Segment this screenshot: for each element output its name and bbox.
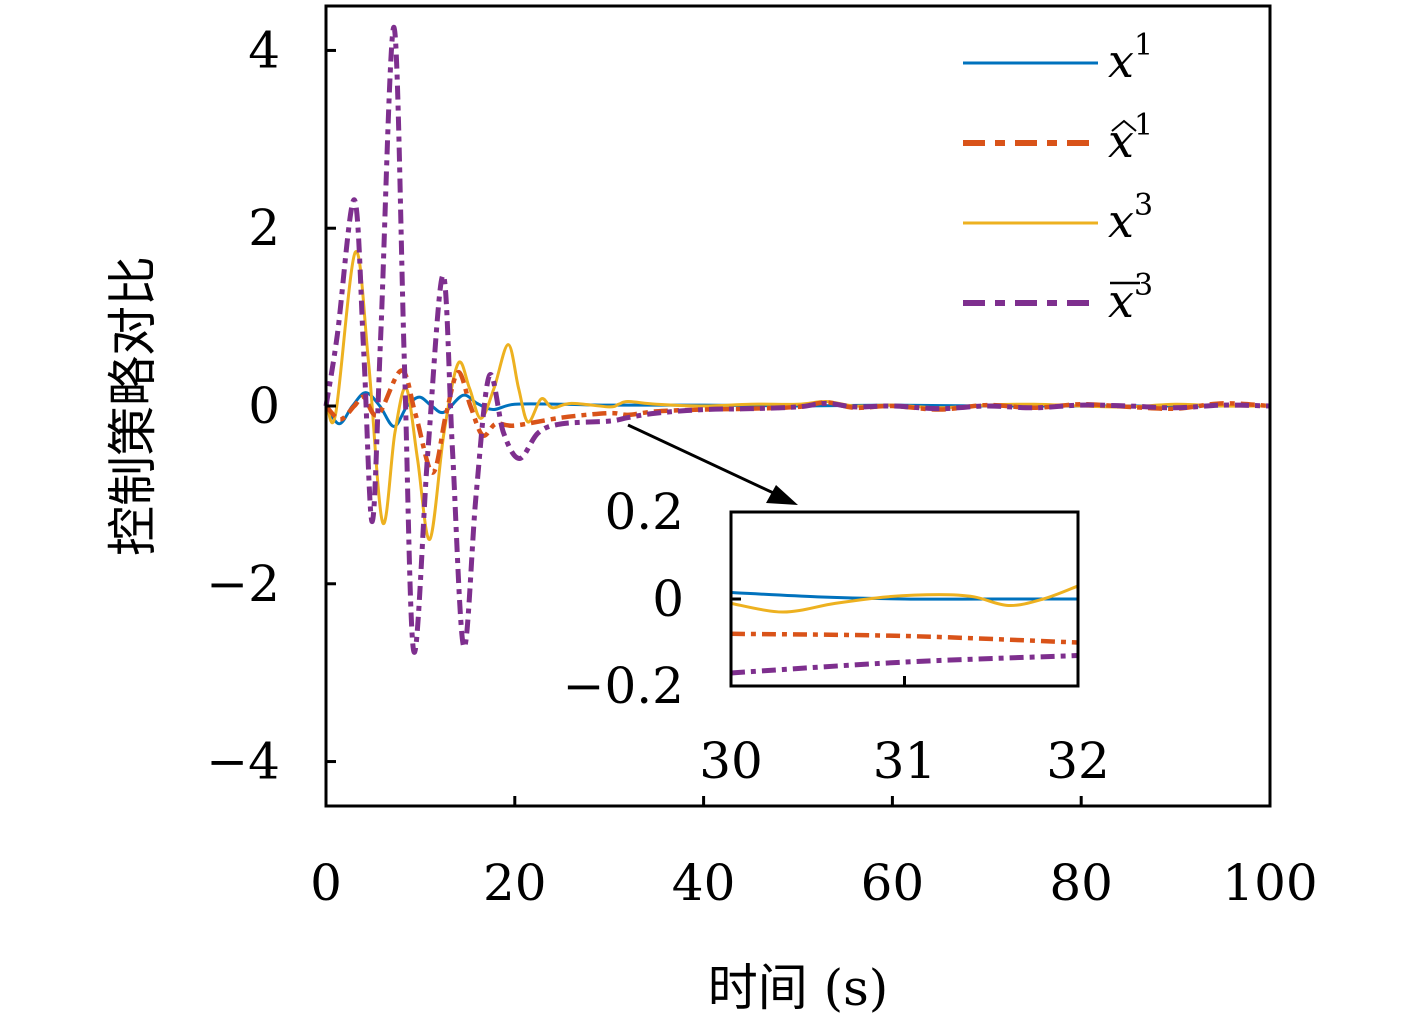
y-tick-label: 0 <box>652 570 684 628</box>
legend-entry-2: x3 <box>963 188 1153 248</box>
legend-label: x3 <box>1108 268 1153 328</box>
legend-superscript: 3 <box>1134 188 1153 223</box>
x-tick-label: 100 <box>1222 854 1317 912</box>
x-tick-label: 40 <box>672 854 736 912</box>
y-tick-label: −2 <box>206 555 280 613</box>
x-axis-label: 时间 (s) <box>708 959 889 1017</box>
legend-label: x1 <box>1108 108 1153 168</box>
series-line-3 <box>323 24 1271 655</box>
inset-plot-series <box>730 584 1079 676</box>
x-tick-label: 30 <box>699 732 763 790</box>
main-axis-ticks: 0 20 40 60 80 100 −4 −2 0 2 4 <box>206 21 1317 912</box>
y-tick-label: 4 <box>248 21 280 79</box>
series-line-0 <box>730 590 1078 601</box>
legend-entry-1: x1 <box>963 108 1153 168</box>
y-tick-label: −0.2 <box>563 657 684 715</box>
y-axis-label: 控制策略对比 <box>104 256 162 556</box>
y-tick-label: 2 <box>248 199 280 257</box>
legend-label: x3 <box>1108 188 1153 248</box>
x-tick-label: 20 <box>483 854 547 912</box>
legend-superscript: 3 <box>1134 268 1153 303</box>
legend-entry-3: x3 <box>963 268 1153 328</box>
legend-label: x1 <box>1108 28 1153 88</box>
series-line-3 <box>730 653 1079 676</box>
inset-axis-ticks: 30 31 32 −0.2 0 0.2 <box>563 483 1110 790</box>
y-tick-label: −4 <box>206 733 280 791</box>
x-tick-label: 31 <box>873 732 937 790</box>
series-line-2 <box>730 584 1079 614</box>
legend: x1 x1 x3 x3 <box>963 28 1153 328</box>
x-tick-label: 80 <box>1049 854 1113 912</box>
legend-superscript: 1 <box>1134 108 1153 143</box>
legend-superscript: 1 <box>1134 28 1153 63</box>
legend-entry-0: x1 <box>963 28 1153 88</box>
series-line-0 <box>324 391 1270 428</box>
y-tick-label: 0.2 <box>604 483 684 541</box>
arrow-head-icon <box>766 485 798 505</box>
x-tick-label: 60 <box>861 854 925 912</box>
main-plot-series <box>323 24 1271 655</box>
y-tick-label: 0 <box>248 377 280 435</box>
series-line-1 <box>730 631 1079 645</box>
hat-accent-icon <box>1111 119 1137 132</box>
x-tick-label: 32 <box>1046 732 1110 790</box>
x-tick-label: 0 <box>310 854 342 912</box>
zoom-arrow <box>627 423 798 505</box>
